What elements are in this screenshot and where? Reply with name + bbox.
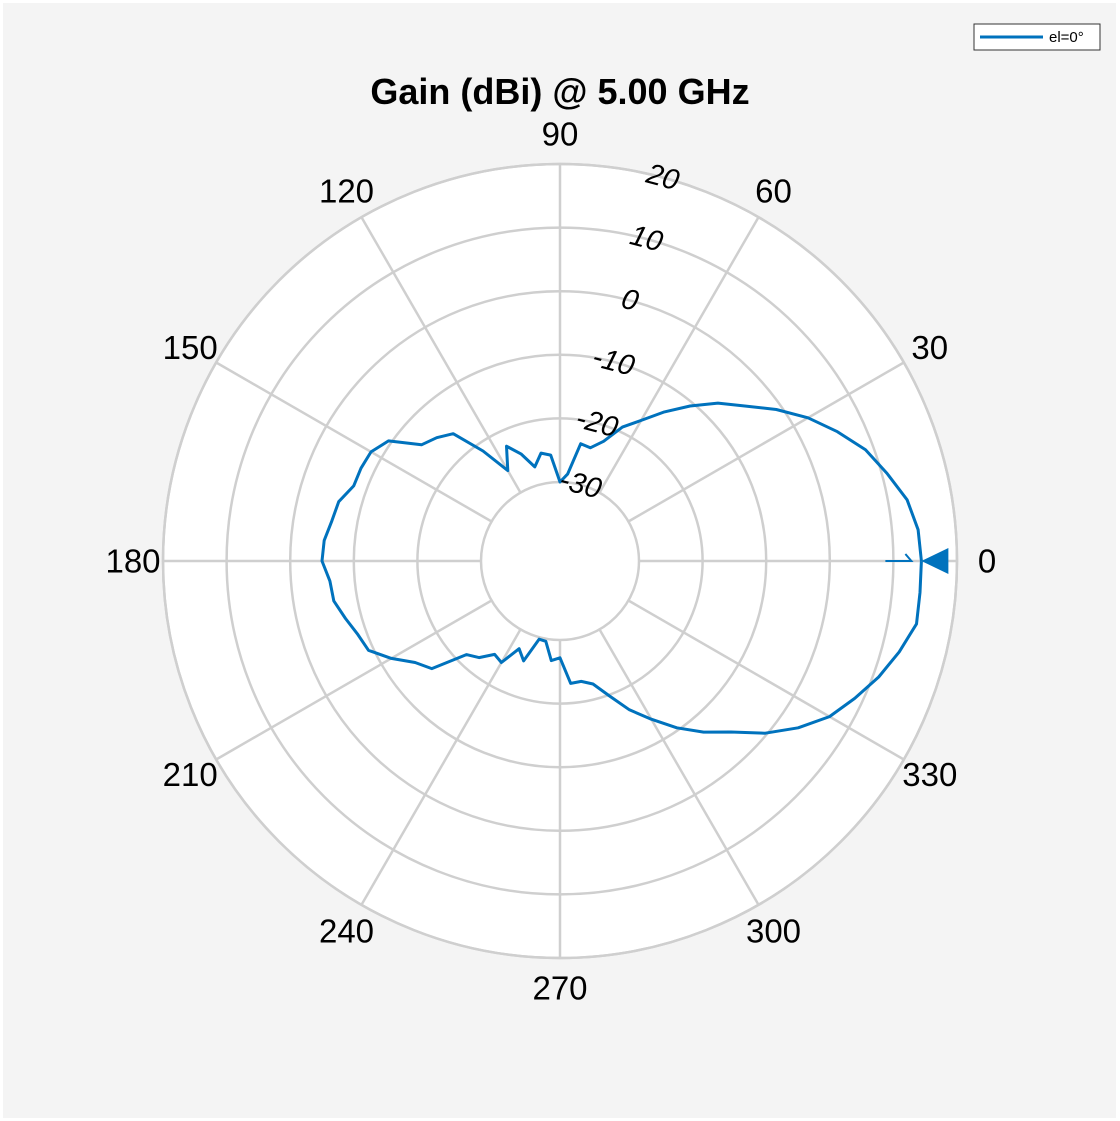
series-line-el0	[320, 401, 923, 735]
ring--20	[416, 417, 704, 705]
angle-label-300: 300	[746, 912, 801, 949]
polar-grid	[161, 162, 959, 960]
spoke-60	[598, 216, 760, 494]
spoke-300	[598, 628, 760, 906]
angle-label-90: 90	[542, 116, 579, 153]
angle-label-30: 30	[911, 329, 948, 366]
legend[interactable]: el=0°	[973, 23, 1101, 51]
r-label-3: 0	[618, 283, 642, 318]
data-layer	[320, 401, 949, 735]
spoke-210	[215, 599, 493, 761]
angle-label-60: 60	[755, 173, 792, 210]
angle-tick-labels: 0 30 60 90 120 150 180 210 240 270 300 330	[105, 116, 996, 1007]
legend-label-el0: el=0°	[1049, 29, 1084, 46]
peak-marker-triangle	[921, 548, 949, 574]
spoke-150	[215, 361, 493, 523]
angle-label-120: 120	[319, 173, 374, 210]
angle-label-330: 330	[902, 756, 957, 793]
spoke-30	[627, 361, 905, 523]
angle-label-270: 270	[532, 970, 587, 1007]
chart-title: Gain (dBi) @ 5.00 GHz	[370, 71, 749, 112]
spoke-330	[627, 599, 905, 761]
spoke-120	[360, 216, 522, 494]
ring-20	[161, 162, 959, 960]
figure-background: Gain (dBi) @ 5.00 GHz 0 30 60 90 120 150 180 21…	[3, 3, 1116, 1118]
ring--10	[352, 353, 768, 769]
angle-label-150: 150	[163, 329, 218, 366]
angle-label-0: 0	[978, 543, 996, 580]
angle-label-240: 240	[319, 912, 374, 949]
spoke-240	[360, 628, 522, 906]
angle-label-180: 180	[105, 543, 160, 580]
marker-label-tick	[885, 553, 914, 562]
polar-chart: Gain (dBi) @ 5.00 GHz 0 30 60 90 120 150 180 21…	[105, 23, 1101, 1007]
angle-label-210: 210	[163, 756, 218, 793]
ring-0	[288, 289, 832, 833]
